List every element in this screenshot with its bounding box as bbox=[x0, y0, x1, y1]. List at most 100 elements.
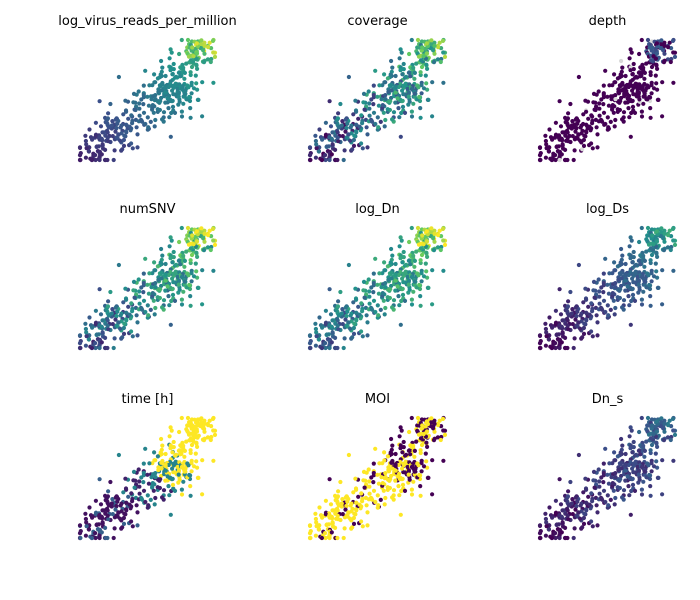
data-point bbox=[343, 507, 348, 512]
data-point bbox=[581, 331, 587, 336]
data-point bbox=[167, 56, 172, 61]
data-point bbox=[354, 508, 359, 513]
data-point bbox=[390, 117, 395, 122]
data-point bbox=[550, 325, 555, 330]
data-point bbox=[179, 37, 184, 43]
data-point bbox=[587, 312, 592, 317]
data-point bbox=[379, 97, 384, 102]
data-point bbox=[189, 48, 194, 53]
data-point bbox=[571, 345, 576, 351]
data-point bbox=[543, 155, 549, 160]
data-point bbox=[371, 290, 376, 295]
data-point bbox=[553, 120, 559, 125]
data-point bbox=[651, 274, 657, 279]
data-point bbox=[409, 109, 414, 114]
data-point bbox=[354, 130, 359, 135]
data-point bbox=[393, 468, 398, 473]
data-point bbox=[171, 83, 176, 88]
data-point bbox=[557, 535, 562, 541]
data-point bbox=[572, 336, 577, 341]
data-point bbox=[438, 247, 443, 253]
data-point bbox=[323, 153, 328, 158]
data-point bbox=[400, 88, 405, 93]
data-point bbox=[121, 331, 127, 336]
data-point bbox=[335, 130, 340, 135]
data-point bbox=[168, 425, 173, 430]
data-point bbox=[649, 279, 654, 284]
data-point bbox=[357, 502, 362, 507]
data-point bbox=[182, 258, 187, 263]
data-point bbox=[176, 258, 181, 263]
data-point bbox=[382, 502, 387, 507]
data-point bbox=[659, 38, 664, 43]
data-point bbox=[553, 341, 558, 346]
data-point bbox=[105, 135, 110, 140]
data-point bbox=[634, 262, 639, 267]
data-point bbox=[570, 511, 575, 517]
data-point bbox=[351, 112, 356, 117]
data-point bbox=[181, 443, 186, 448]
data-point bbox=[631, 271, 636, 276]
data-point bbox=[93, 498, 98, 503]
data-point bbox=[307, 341, 313, 346]
data-point bbox=[397, 244, 402, 249]
data-point bbox=[338, 289, 343, 295]
scatter-panel: Dn_s bbox=[537, 392, 678, 541]
data-point bbox=[400, 482, 406, 487]
data-point bbox=[423, 73, 428, 78]
data-point bbox=[365, 145, 370, 150]
data-point bbox=[576, 452, 582, 458]
data-point bbox=[134, 313, 139, 318]
data-point bbox=[649, 271, 654, 276]
data-point bbox=[537, 523, 543, 528]
data-point bbox=[186, 85, 191, 90]
data-point bbox=[202, 239, 207, 244]
data-point bbox=[574, 513, 579, 518]
data-point bbox=[601, 92, 606, 98]
data-point bbox=[603, 499, 608, 505]
data-point bbox=[600, 307, 605, 312]
data-point bbox=[124, 122, 129, 127]
data-point bbox=[388, 450, 393, 455]
data-point bbox=[174, 74, 179, 79]
data-point bbox=[349, 319, 354, 324]
data-point bbox=[671, 458, 676, 463]
data-point bbox=[339, 311, 344, 316]
data-point bbox=[586, 116, 591, 121]
data-point bbox=[146, 103, 151, 108]
data-point bbox=[650, 423, 655, 428]
data-point bbox=[568, 101, 573, 107]
data-point bbox=[405, 274, 410, 280]
data-point bbox=[358, 128, 363, 133]
data-point bbox=[671, 80, 676, 85]
data-point bbox=[160, 305, 165, 310]
data-point bbox=[188, 493, 193, 498]
data-point bbox=[584, 487, 589, 492]
data-point bbox=[424, 419, 429, 424]
data-point bbox=[636, 90, 642, 95]
data-point bbox=[177, 51, 182, 57]
data-point bbox=[544, 146, 549, 151]
data-point bbox=[328, 312, 334, 317]
data-point bbox=[111, 157, 116, 163]
data-point bbox=[642, 91, 647, 96]
data-point bbox=[100, 142, 105, 147]
data-point bbox=[636, 472, 641, 477]
data-point bbox=[407, 429, 412, 435]
data-point bbox=[188, 58, 194, 63]
data-point bbox=[176, 472, 181, 477]
data-point bbox=[340, 119, 345, 124]
data-point bbox=[330, 130, 335, 135]
data-point bbox=[402, 298, 408, 303]
data-point bbox=[544, 524, 549, 529]
data-point bbox=[430, 302, 435, 307]
data-point bbox=[393, 100, 398, 105]
data-point bbox=[424, 229, 429, 234]
data-point bbox=[651, 464, 657, 469]
data-point bbox=[116, 132, 121, 137]
data-point bbox=[186, 463, 191, 468]
data-point bbox=[389, 246, 394, 252]
data-point bbox=[113, 317, 118, 322]
data-point bbox=[336, 139, 341, 144]
data-point bbox=[388, 99, 393, 104]
